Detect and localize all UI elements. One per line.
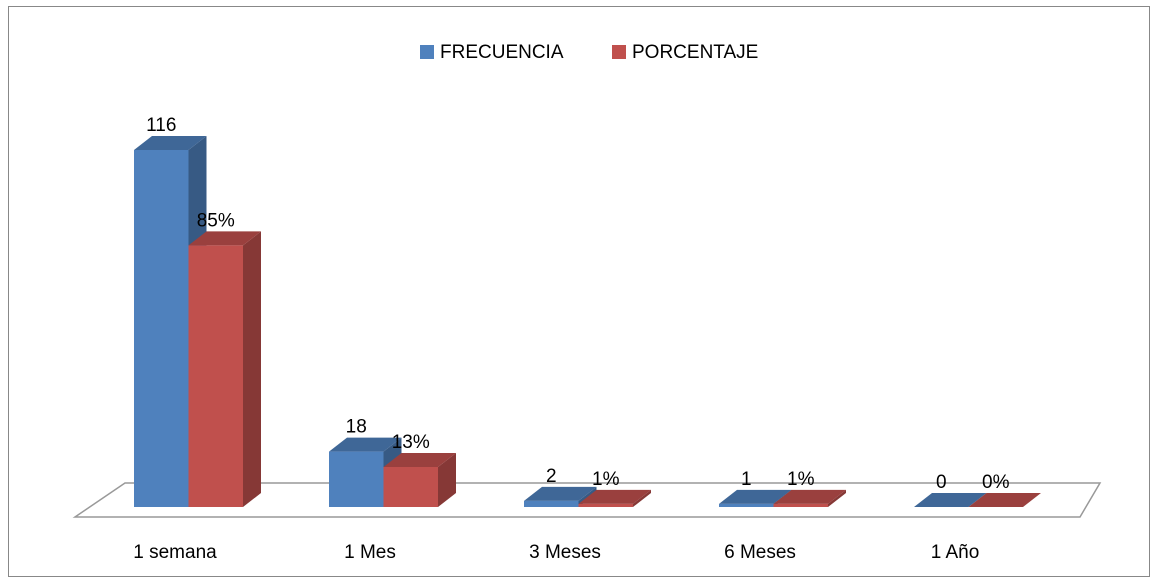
x-tick-label: 1 semana <box>133 542 217 563</box>
bar <box>578 503 633 507</box>
data-label: 85% <box>197 210 235 231</box>
bar-top <box>719 489 792 504</box>
bar-top <box>188 231 261 246</box>
legend-swatch <box>612 45 626 59</box>
bar-top <box>773 489 846 504</box>
bar-top <box>383 452 456 467</box>
floor <box>72 482 1102 518</box>
data-label: 1% <box>787 469 815 490</box>
bar <box>719 503 774 507</box>
bar-top <box>914 493 987 507</box>
bar <box>188 245 243 508</box>
bar-top <box>524 486 597 501</box>
bar <box>383 466 438 507</box>
bar-top <box>329 437 402 452</box>
x-tick-label: 3 Meses <box>529 542 601 563</box>
data-label: 0% <box>982 472 1010 493</box>
bar-top <box>968 493 1041 507</box>
bar <box>329 451 384 507</box>
x-tick-label: 1 Mes <box>344 542 396 563</box>
legend-swatch <box>420 45 434 59</box>
x-tick-label: 1 Año <box>931 542 980 563</box>
data-label: 116 <box>146 115 176 136</box>
bar-side <box>243 231 261 508</box>
x-tick-label: 6 Meses <box>724 542 796 563</box>
legend-label: PORCENTAJE <box>632 42 758 63</box>
data-label: 1 <box>741 469 752 490</box>
data-label: 13% <box>392 432 430 453</box>
bar-side <box>438 452 456 507</box>
bar-top <box>578 489 651 504</box>
bar <box>773 503 828 507</box>
legend-label: FRECUENCIA <box>440 42 564 63</box>
bar <box>134 150 189 507</box>
bar <box>524 500 579 507</box>
data-label: 2 <box>546 466 557 487</box>
bar-side <box>633 489 651 507</box>
data-label: 0 <box>936 472 947 493</box>
bar-side <box>828 489 846 507</box>
data-label: 1% <box>592 469 620 490</box>
bar-top <box>134 136 207 150</box>
data-label: 18 <box>346 417 367 438</box>
